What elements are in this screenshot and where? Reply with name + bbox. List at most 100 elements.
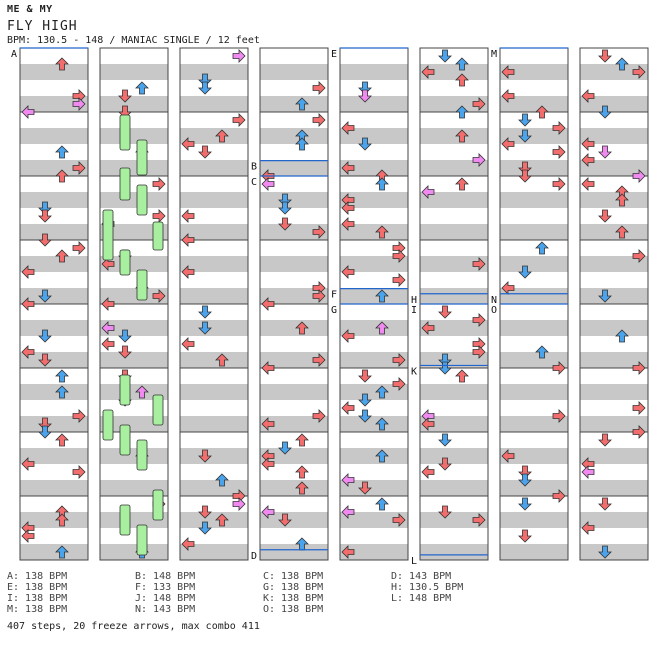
beat-stripe [100, 192, 168, 208]
beat-stripe [100, 64, 168, 80]
down-arrow-icon [358, 369, 372, 383]
beat-stripe [100, 320, 168, 336]
down-arrow-icon [438, 305, 452, 319]
left-arrow-icon [421, 185, 435, 199]
beat-stripe [100, 384, 168, 400]
beat-stripe [420, 384, 488, 400]
left-arrow-icon [181, 265, 195, 279]
down-arrow-icon [518, 497, 532, 511]
beat-stripe [20, 256, 88, 272]
freeze-arrow [119, 374, 131, 406]
beat-stripe [180, 192, 248, 208]
freeze-arrow [136, 269, 148, 301]
left-arrow-icon [21, 529, 35, 543]
up-arrow-icon [615, 225, 629, 239]
right-arrow-icon [392, 353, 406, 367]
right-arrow-icon [312, 289, 326, 303]
up-arrow-icon [455, 129, 469, 143]
beat-stripe [500, 512, 568, 528]
beat-stripe [100, 96, 168, 112]
up-arrow-icon [135, 385, 149, 399]
right-arrow-icon [552, 361, 566, 375]
freeze-arrow [152, 489, 164, 521]
beat-stripe [500, 544, 568, 560]
right-arrow-icon [312, 353, 326, 367]
up-arrow-icon [455, 177, 469, 191]
right-arrow-icon [632, 169, 646, 183]
beat-stripe [580, 512, 648, 528]
right-arrow-icon [472, 97, 486, 111]
chart-summary: 407 steps, 20 freeze arrows, max combo 4… [7, 621, 260, 632]
beat-stripe [500, 416, 568, 432]
freeze-arrow [102, 409, 114, 441]
beat-stripe [260, 256, 328, 272]
right-arrow-icon [632, 361, 646, 375]
down-arrow-icon [518, 161, 532, 175]
left-arrow-icon [21, 297, 35, 311]
left-arrow-icon [421, 465, 435, 479]
section-label: H [411, 295, 417, 306]
beat-stripe [260, 96, 328, 112]
left-arrow-icon [501, 89, 515, 103]
up-arrow-icon [455, 105, 469, 119]
beat-stripe [180, 544, 248, 560]
down-arrow-icon [598, 49, 612, 63]
left-arrow-icon [261, 361, 275, 375]
beat-stripe [260, 512, 328, 528]
freeze-arrow [152, 394, 164, 426]
right-arrow-icon [232, 113, 246, 127]
right-arrow-icon [632, 401, 646, 415]
down-arrow-icon [278, 441, 292, 455]
beat-stripe [580, 192, 648, 208]
left-arrow-icon [341, 473, 355, 487]
up-arrow-icon [455, 73, 469, 87]
beat-stripe [420, 256, 488, 272]
right-arrow-icon [472, 153, 486, 167]
up-arrow-icon [455, 369, 469, 383]
beat-stripe [20, 224, 88, 240]
left-arrow-icon [101, 337, 115, 351]
beat-stripe [180, 256, 248, 272]
down-arrow-icon [118, 345, 132, 359]
legend-entry: B: 148 BPM [135, 571, 196, 582]
beat-stripe [580, 96, 648, 112]
beat-stripe [100, 128, 168, 144]
beat-stripe [500, 192, 568, 208]
right-arrow-icon [552, 489, 566, 503]
up-arrow-icon [615, 57, 629, 71]
left-arrow-icon [181, 233, 195, 247]
down-arrow-icon [198, 73, 212, 87]
left-arrow-icon [341, 161, 355, 175]
freeze-arrow [119, 114, 131, 151]
beat-stripe [420, 96, 488, 112]
left-arrow-icon [341, 505, 355, 519]
up-arrow-icon [295, 465, 309, 479]
left-arrow-icon [101, 321, 115, 335]
section-label: G [331, 305, 337, 316]
beat-stripe [580, 160, 648, 176]
up-arrow-icon [295, 433, 309, 447]
beat-stripe [340, 256, 408, 272]
beat-stripe [340, 512, 408, 528]
down-arrow-icon [198, 321, 212, 335]
down-arrow-icon [358, 81, 372, 95]
beat-stripe [100, 480, 168, 496]
beat-stripe [340, 64, 408, 80]
legend-entry: G: 138 BPM [263, 582, 324, 593]
left-arrow-icon [341, 201, 355, 215]
beat-stripe [100, 160, 168, 176]
section-label: N [491, 295, 497, 306]
freeze-arrow [136, 439, 148, 471]
down-arrow-icon [358, 137, 372, 151]
beat-stripe [500, 384, 568, 400]
left-arrow-icon [581, 465, 595, 479]
left-arrow-icon [21, 265, 35, 279]
left-arrow-icon [261, 505, 275, 519]
beat-stripe [260, 192, 328, 208]
legend-entry: A: 138 BPM [7, 571, 68, 582]
beat-stripe [20, 160, 88, 176]
beat-stripe [260, 288, 328, 304]
right-arrow-icon [392, 249, 406, 263]
beat-stripe [420, 352, 488, 368]
section-label: I [411, 305, 417, 316]
